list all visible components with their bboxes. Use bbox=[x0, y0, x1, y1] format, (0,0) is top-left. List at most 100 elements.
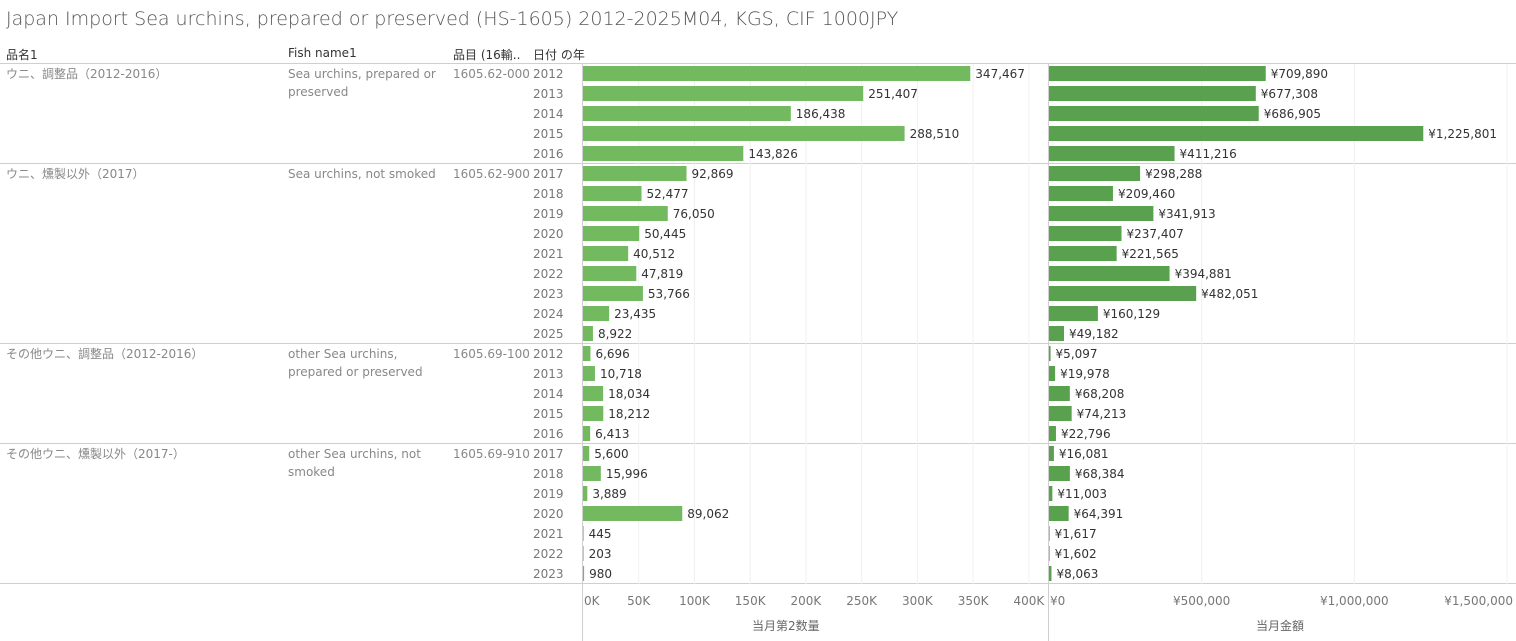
amount-data-label: ¥298,288 bbox=[1145, 167, 1202, 181]
quantity-bar[interactable] bbox=[583, 526, 584, 541]
year-label: 2025 bbox=[533, 327, 564, 341]
quantity-bar[interactable] bbox=[583, 326, 593, 341]
amount-bar[interactable] bbox=[1049, 446, 1054, 461]
amount-bar[interactable] bbox=[1049, 66, 1266, 81]
quantity-data-label: 15,996 bbox=[606, 467, 648, 481]
header-name[interactable]: 品名1 bbox=[6, 48, 38, 62]
year-label: 2013 bbox=[533, 367, 564, 381]
quantity-data-label: 53,766 bbox=[648, 287, 690, 301]
quantity-bar[interactable] bbox=[583, 386, 604, 401]
year-label: 2023 bbox=[533, 567, 564, 581]
amount-bar[interactable] bbox=[1049, 346, 1051, 361]
amount-tick-label: ¥1,500,000 bbox=[1444, 594, 1513, 608]
amount-bar[interactable] bbox=[1049, 266, 1170, 281]
group-code: 1605.62-900 bbox=[453, 167, 530, 181]
quantity-bar[interactable] bbox=[583, 186, 642, 201]
quantity-bar[interactable] bbox=[583, 126, 905, 141]
header-fish[interactable]: Fish name1 bbox=[288, 46, 357, 60]
amount-bar[interactable] bbox=[1049, 506, 1069, 521]
amount-data-label: ¥160,129 bbox=[1103, 307, 1160, 321]
amount-bar[interactable] bbox=[1049, 126, 1424, 141]
quantity-data-label: 980 bbox=[589, 567, 612, 581]
quantity-data-label: 52,477 bbox=[646, 187, 688, 201]
quantity-bar[interactable] bbox=[583, 426, 591, 441]
amount-data-label: ¥1,602 bbox=[1055, 547, 1097, 561]
group-code: 1605.69-100 bbox=[453, 347, 530, 361]
amount-bar[interactable] bbox=[1049, 366, 1056, 381]
year-label: 2019 bbox=[533, 487, 564, 501]
quantity-bar[interactable] bbox=[583, 246, 629, 261]
amount-bar[interactable] bbox=[1049, 306, 1098, 321]
year-label: 2015 bbox=[533, 407, 564, 421]
year-label: 2016 bbox=[533, 147, 564, 161]
quantity-bar[interactable] bbox=[583, 446, 590, 461]
quantity-bar[interactable] bbox=[583, 146, 744, 161]
quantity-data-label: 6,413 bbox=[595, 427, 629, 441]
group-name: その他ウニ、調整品（2012-2016） bbox=[6, 347, 204, 361]
quantity-data-label: 10,718 bbox=[600, 367, 642, 381]
header-code[interactable]: 品目 (16輸.. bbox=[453, 48, 521, 62]
group-fish: other Sea urchins, not smoked bbox=[288, 447, 421, 479]
amount-tick-label: ¥0 bbox=[1050, 594, 1065, 608]
amount-bar[interactable] bbox=[1049, 526, 1050, 541]
quantity-bar[interactable] bbox=[583, 206, 668, 221]
year-label: 2023 bbox=[533, 287, 564, 301]
quantity-bar[interactable] bbox=[583, 266, 637, 281]
amount-bar[interactable] bbox=[1049, 246, 1117, 261]
amount-bar[interactable] bbox=[1049, 386, 1070, 401]
amount-bar[interactable] bbox=[1049, 406, 1072, 421]
amount-bar[interactable] bbox=[1049, 226, 1122, 241]
amount-bar[interactable] bbox=[1049, 166, 1141, 181]
quantity-bar[interactable] bbox=[583, 466, 601, 481]
amount-data-label: ¥221,565 bbox=[1122, 247, 1179, 261]
quantity-bar[interactable] bbox=[583, 546, 584, 561]
amount-bar[interactable] bbox=[1049, 546, 1050, 561]
amount-bar[interactable] bbox=[1049, 486, 1053, 501]
quantity-tick-label: 300K bbox=[902, 594, 934, 608]
year-label: 2017 bbox=[533, 167, 564, 181]
quantity-bar[interactable] bbox=[583, 306, 610, 321]
amount-bar[interactable] bbox=[1049, 146, 1175, 161]
amount-bar[interactable] bbox=[1049, 466, 1070, 481]
amount-bar[interactable] bbox=[1049, 106, 1259, 121]
amount-bar[interactable] bbox=[1049, 426, 1056, 441]
amount-tick-label: ¥500,000 bbox=[1173, 594, 1230, 608]
quantity-bar[interactable] bbox=[583, 166, 687, 181]
quantity-bar[interactable] bbox=[583, 406, 604, 421]
amount-data-label: ¥22,796 bbox=[1061, 427, 1111, 441]
amount-bar[interactable] bbox=[1049, 566, 1052, 581]
amount-data-label: ¥1,225,801 bbox=[1428, 127, 1497, 141]
amount-data-label: ¥709,890 bbox=[1271, 67, 1328, 81]
quantity-tick-label: 150K bbox=[735, 594, 767, 608]
quantity-data-label: 40,512 bbox=[633, 247, 675, 261]
group-code: 1605.69-910 bbox=[453, 447, 530, 461]
amount-data-label: ¥64,391 bbox=[1074, 507, 1124, 521]
amount-bar[interactable] bbox=[1049, 86, 1256, 101]
amount-data-label: ¥686,905 bbox=[1264, 107, 1321, 121]
amount-data-label: ¥5,097 bbox=[1056, 347, 1098, 361]
amount-bar[interactable] bbox=[1049, 286, 1197, 301]
quantity-bar[interactable] bbox=[583, 366, 595, 381]
group-fish: other Sea urchins, prepared or preserved bbox=[288, 347, 423, 379]
year-label: 2015 bbox=[533, 127, 564, 141]
amount-bar[interactable] bbox=[1049, 186, 1113, 201]
header-year[interactable]: 日付 の年 bbox=[533, 48, 585, 62]
quantity-data-label: 143,826 bbox=[748, 147, 798, 161]
amount-bar[interactable] bbox=[1049, 206, 1154, 221]
quantity-bar[interactable] bbox=[583, 286, 643, 301]
amount-bar[interactable] bbox=[1049, 326, 1065, 341]
quantity-data-label: 203 bbox=[589, 547, 612, 561]
quantity-bar[interactable] bbox=[583, 506, 683, 521]
quantity-data-label: 18,212 bbox=[608, 407, 650, 421]
year-label: 2014 bbox=[533, 107, 564, 121]
quantity-bar[interactable] bbox=[583, 86, 864, 101]
year-label: 2022 bbox=[533, 547, 564, 561]
quantity-data-label: 18,034 bbox=[608, 387, 650, 401]
x-axis-label-amount: 当月金額 bbox=[1256, 619, 1305, 633]
quantity-bar[interactable] bbox=[583, 566, 585, 581]
quantity-bar[interactable] bbox=[583, 106, 791, 121]
quantity-bar[interactable] bbox=[583, 346, 591, 361]
quantity-bar[interactable] bbox=[583, 226, 640, 241]
quantity-bar[interactable] bbox=[583, 486, 588, 501]
quantity-bar[interactable] bbox=[583, 66, 971, 81]
